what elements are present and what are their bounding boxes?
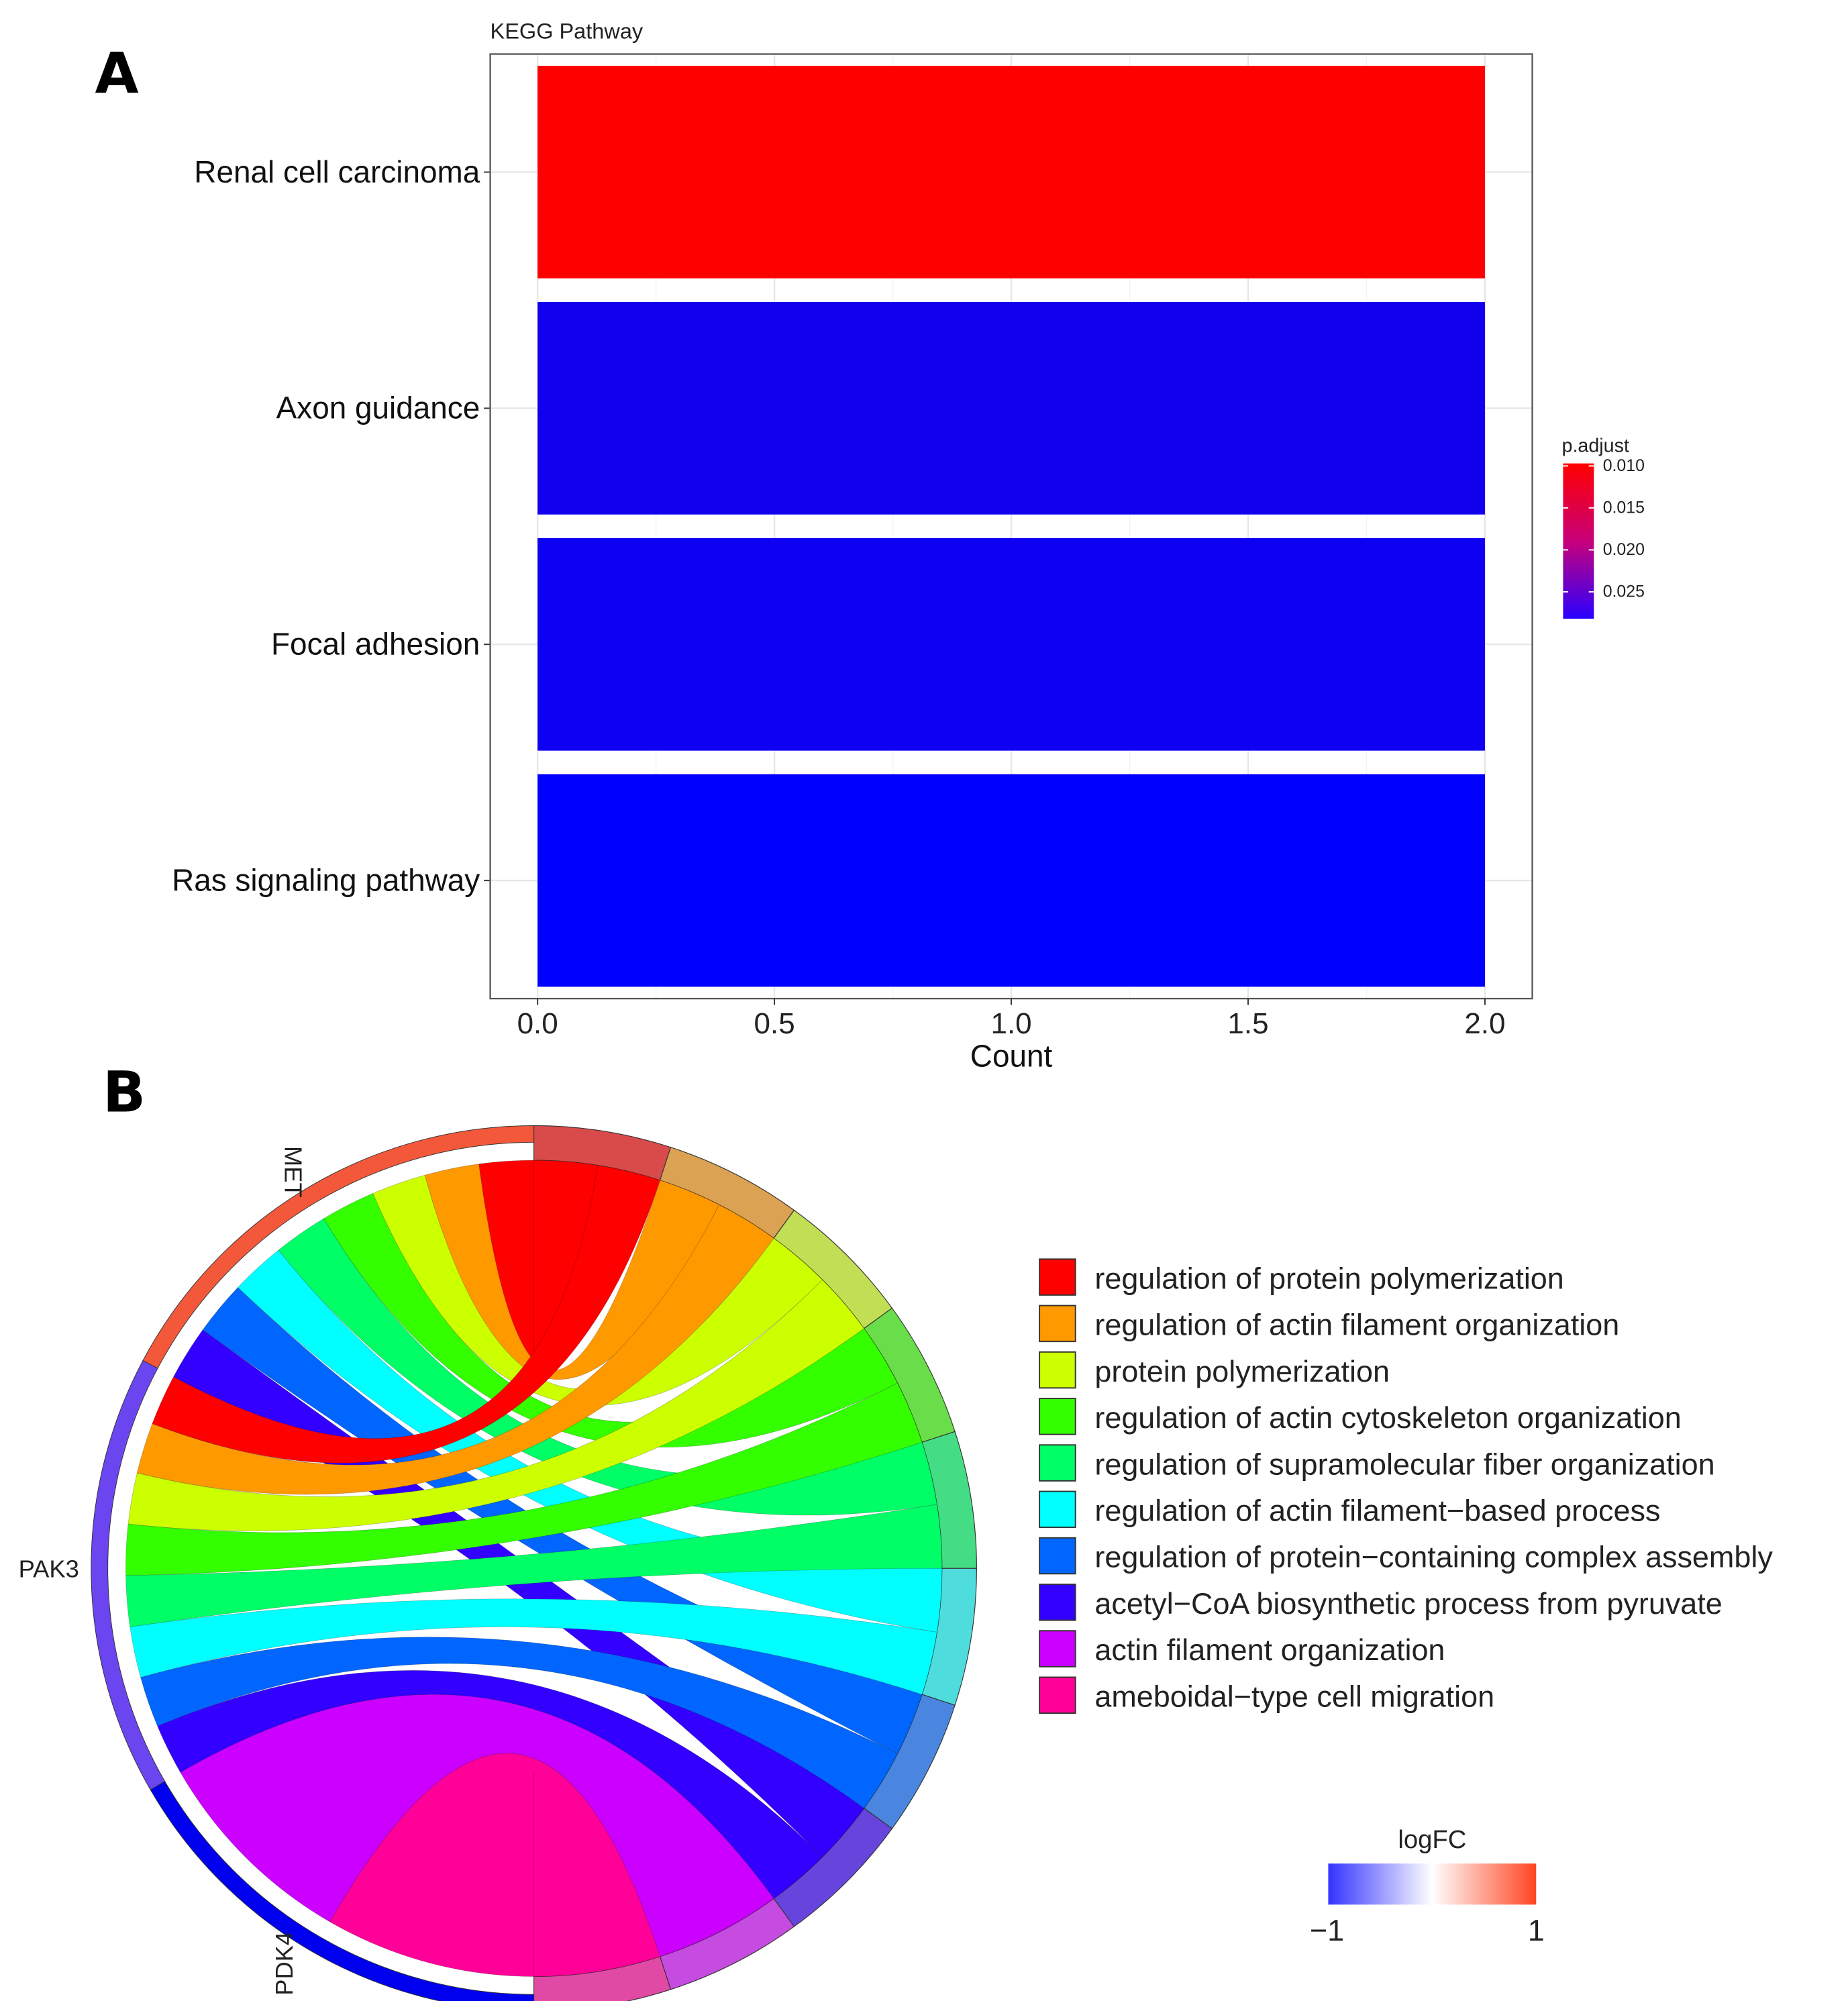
gene-arc-pak3 bbox=[91, 1359, 166, 1790]
legend-swatch bbox=[1039, 1304, 1076, 1343]
x-tick-label: 0.5 bbox=[754, 1007, 795, 1040]
chord-link bbox=[136, 1204, 774, 1495]
logfc-legend: logFC −1 1 bbox=[1310, 1825, 1545, 1947]
gene-arc-pdk4 bbox=[150, 1781, 535, 2001]
legend-swatch bbox=[1039, 1630, 1076, 1668]
panel-label-a: A bbox=[95, 40, 139, 106]
legend-label: regulation of supramolecular fiber organ… bbox=[1094, 1447, 1714, 1481]
legend-label: regulation of protein polymerization bbox=[1094, 1261, 1563, 1295]
y-tick-label: Focal adhesion bbox=[271, 627, 480, 662]
bar bbox=[537, 302, 1485, 515]
term-legend: regulation of protein polymerization regu… bbox=[1039, 1258, 1773, 1714]
logfc-min-label: −1 bbox=[1310, 1913, 1344, 1947]
logfc-colorbar bbox=[1328, 1863, 1537, 1905]
chord-link bbox=[140, 1637, 899, 1809]
legend-label: ameboidal−type cell migration bbox=[1094, 1679, 1494, 1713]
legend-swatch bbox=[1039, 1490, 1076, 1529]
logfc-max-label: 1 bbox=[1528, 1913, 1545, 1947]
colorbar-tick-label: 0.020 bbox=[1603, 540, 1645, 559]
legend-label: regulation of protein−containing complex… bbox=[1094, 1540, 1773, 1574]
chord-diagram: MET PAK3 PDK4 bbox=[19, 1125, 977, 2001]
legend-swatch bbox=[1039, 1676, 1076, 1714]
legend-label: protein polymerization bbox=[1094, 1354, 1390, 1388]
gene-label: PAK3 bbox=[19, 1555, 79, 1583]
y-tick-label: Ras signaling pathway bbox=[172, 862, 480, 897]
legend-swatch bbox=[1039, 1584, 1076, 1621]
chord-link bbox=[329, 1753, 661, 1977]
y-tick-label: Axon guidance bbox=[276, 391, 480, 425]
chord-link bbox=[127, 1279, 865, 1531]
logfc-title: logFC bbox=[1398, 1825, 1466, 1854]
legend-label: actin filament organization bbox=[1094, 1633, 1445, 1667]
x-tick-label: 1.0 bbox=[990, 1007, 1031, 1040]
colorbar-tick-label: 0.010 bbox=[1603, 456, 1645, 475]
bar bbox=[537, 774, 1485, 987]
legend-swatch bbox=[1039, 1351, 1076, 1389]
panel-label-b: B bbox=[103, 1059, 146, 1125]
legend-label: regulation of actin cytoskeleton organiz… bbox=[1094, 1400, 1681, 1435]
legend-label: regulation of actin filament organizatio… bbox=[1094, 1308, 1619, 1342]
bar bbox=[537, 537, 1485, 751]
legend-label: regulation of actin filament−based proce… bbox=[1094, 1494, 1660, 1528]
colorbar-title: p.adjust bbox=[1562, 435, 1629, 456]
chord-link bbox=[125, 1504, 943, 1627]
legend-swatch bbox=[1039, 1537, 1076, 1575]
x-axis-label: Count bbox=[970, 1038, 1053, 1073]
colorbar-tick-label: 0.015 bbox=[1603, 499, 1645, 517]
x-tick-label: 1.5 bbox=[1227, 1007, 1268, 1040]
colorbar bbox=[1563, 463, 1594, 619]
bar-chart: Renal cell carcinoma Axon guidance Focal a… bbox=[172, 53, 1533, 1040]
chord-link bbox=[152, 1165, 661, 1464]
gene-label: PDK4 bbox=[270, 1932, 298, 1996]
legend-label: acetyl−CoA biosynthetic process from pyr… bbox=[1094, 1586, 1722, 1621]
y-tick-label: Renal cell carcinoma bbox=[194, 154, 480, 189]
chart-title: KEGG Pathway bbox=[491, 19, 644, 44]
legend-swatch bbox=[1039, 1444, 1076, 1482]
legend-swatch bbox=[1039, 1398, 1076, 1435]
colorbar-legend: p.adjust 0.010 0.015 0.020 0.025 bbox=[1562, 435, 1645, 619]
legend-swatch bbox=[1039, 1258, 1076, 1296]
colorbar-tick-label: 0.025 bbox=[1603, 582, 1645, 601]
gene-label: MET bbox=[280, 1146, 307, 1198]
chord-link bbox=[130, 1598, 937, 1695]
x-tick-label: 0.0 bbox=[517, 1007, 558, 1040]
bar bbox=[537, 66, 1485, 278]
chord-link bbox=[125, 1382, 923, 1576]
x-tick-label: 2.0 bbox=[1464, 1007, 1505, 1040]
